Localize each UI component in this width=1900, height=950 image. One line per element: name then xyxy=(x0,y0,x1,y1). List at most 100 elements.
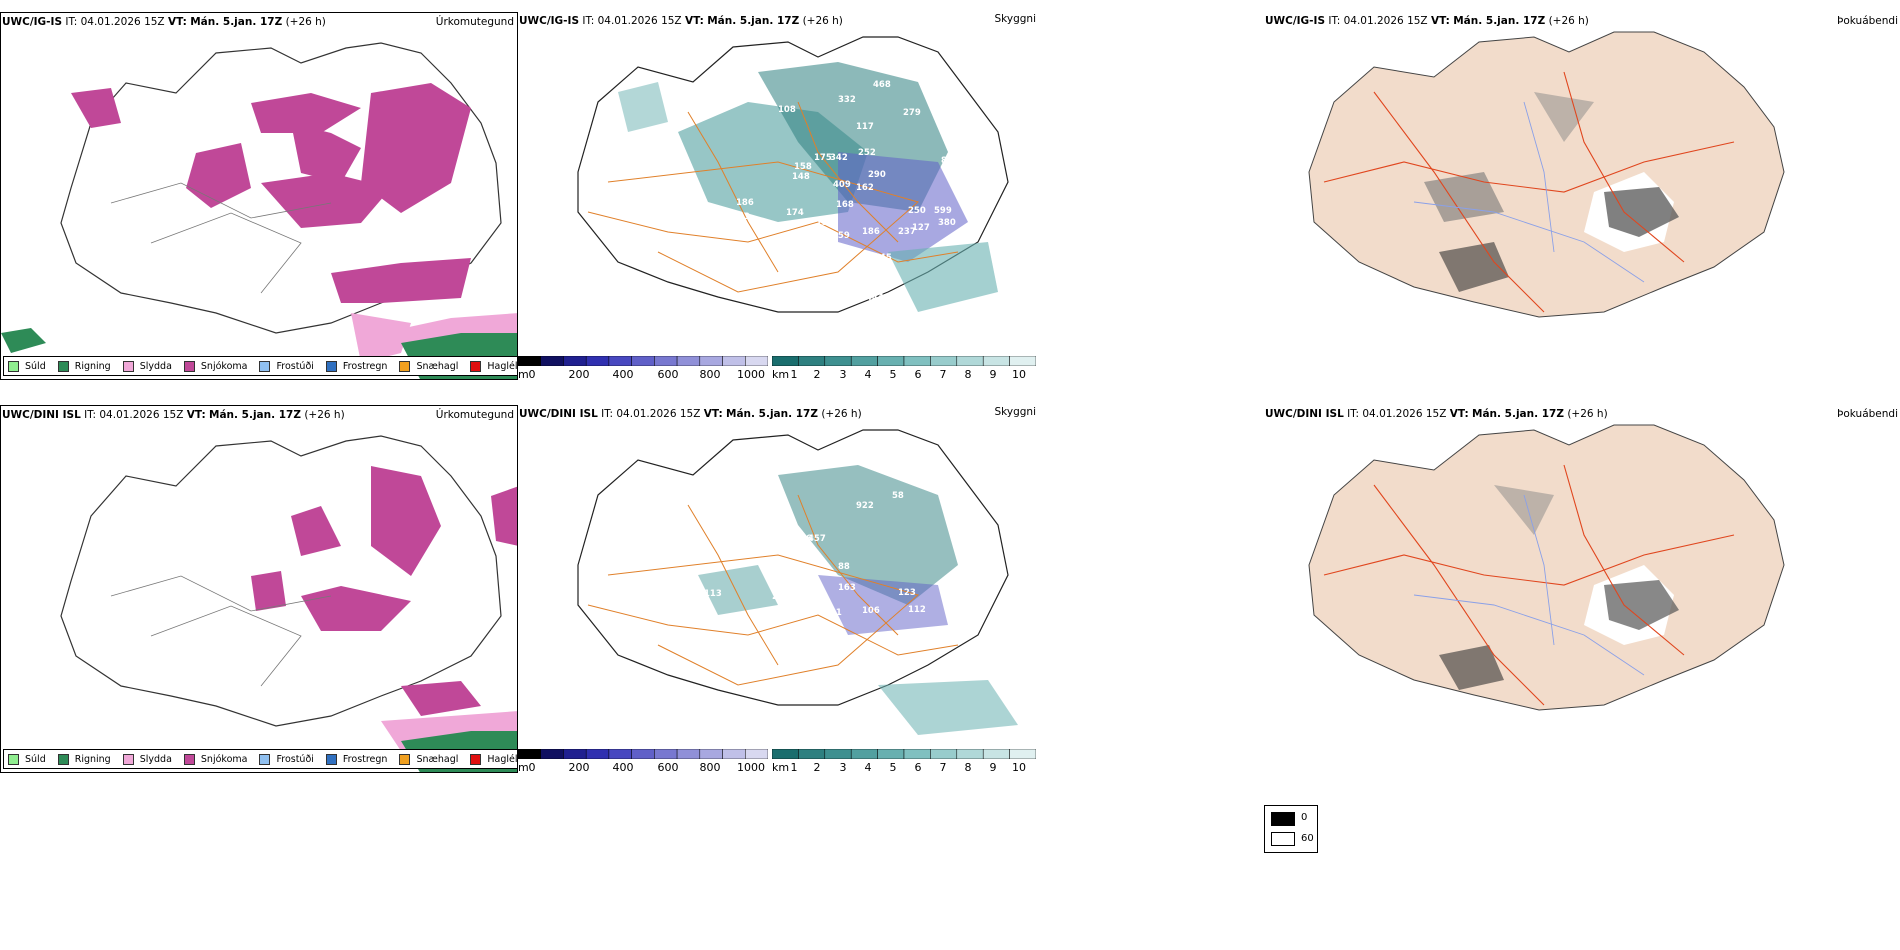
colorbar-swatch xyxy=(631,356,655,366)
legend-swatch xyxy=(183,753,195,765)
colorbar-swatch xyxy=(772,356,799,366)
height-label: 444 xyxy=(866,293,884,303)
colorbar-tick: 7 xyxy=(939,761,947,773)
colorbar-tick: 400 xyxy=(612,761,634,773)
colorbar-tick: 1 xyxy=(790,761,798,773)
height-label: 237 xyxy=(898,227,916,237)
colorbar-unit: m xyxy=(518,368,529,380)
colorbar-tick: 200 xyxy=(568,761,590,773)
height-label: 316 xyxy=(810,602,828,612)
legend-item: Snæhagl xyxy=(399,360,458,372)
colorbar-swatch xyxy=(930,356,958,366)
height-label: 158 xyxy=(794,162,812,172)
cloud-map-1: 108 332 468 548 677 279 252 290 162 409 … xyxy=(577,36,1009,313)
legend-swatch xyxy=(399,753,411,765)
precip-map-2 xyxy=(60,435,517,772)
colorbar-swatch xyxy=(699,749,723,759)
height-label: 259 xyxy=(832,231,850,241)
height-label: 279 xyxy=(903,108,921,118)
fog-swatch-low xyxy=(1271,832,1295,846)
colorbar-tick: 1000 xyxy=(737,761,765,773)
colorbar-tick: 200 xyxy=(568,368,590,380)
precip-panel-1: UWC/IG-IS IT: 04.01.2026 15Z VT: Mán. 5.… xyxy=(0,12,518,380)
legend-swatch xyxy=(57,360,69,372)
colorbar-tick: 4 xyxy=(864,368,872,380)
height-label: 216 xyxy=(968,525,986,535)
colorbar-tick: 8 xyxy=(964,368,972,380)
colorbar-tick: 3 xyxy=(839,368,847,380)
cloud-panel-2: 922 58 165 216 356 457 470 126 88 163 10… xyxy=(518,405,1038,773)
height-label: 123 xyxy=(898,588,916,598)
height-label: 286 xyxy=(977,163,995,173)
colorbar-swatch xyxy=(654,749,678,759)
panel-title: UWC/DINI ISL IT: 04.01.2026 15Z VT: Mán.… xyxy=(1265,408,1608,420)
legend-swatch xyxy=(8,753,19,765)
panel-type-label: Þokuábendi xyxy=(1837,15,1898,27)
colorbar-tick: 600 xyxy=(657,368,679,380)
fog-map-1 xyxy=(1308,31,1785,318)
height-label: 108 xyxy=(778,105,796,115)
height-label: 457 xyxy=(808,534,826,544)
colorbar-tick: 0 xyxy=(528,368,536,380)
legend-swatch xyxy=(57,753,69,765)
fog-map-2 xyxy=(1308,424,1785,711)
colorbar-swatch xyxy=(676,749,701,759)
legend-item: Rigning xyxy=(57,753,111,765)
panel-title: UWC/IG-IS IT: 04.01.2026 15Z VT: Mán. 5.… xyxy=(2,16,326,28)
colorbar-swatch xyxy=(903,749,931,759)
legend-item: Frostúði xyxy=(259,753,314,765)
legend-swatch xyxy=(183,360,195,372)
height-label: 407 xyxy=(964,151,982,161)
colorbar-swatch xyxy=(877,749,905,759)
height-label: 186 xyxy=(862,227,880,237)
height-label: 356 xyxy=(794,534,812,544)
height-label: 468 xyxy=(873,80,891,90)
precip-legend: Súld Rigning Slydda Snjókoma Frostúði Fr… xyxy=(3,356,517,376)
legend-item: Súld xyxy=(8,360,46,372)
colorbar-tick: 5 xyxy=(889,368,897,380)
colorbar-swatch xyxy=(722,356,746,366)
iceland-outline xyxy=(60,42,502,334)
colorbar-tick: 10 xyxy=(1012,368,1026,380)
legend-swatch xyxy=(325,360,337,372)
colorbar-swatch xyxy=(585,356,610,366)
height-label: 168 xyxy=(836,200,854,210)
height-label: 175 xyxy=(814,153,832,163)
legend-item: Slydda xyxy=(122,753,172,765)
height-label: 283 xyxy=(968,172,986,182)
legend-swatch xyxy=(325,753,337,765)
cloud-map-2: 922 58 165 216 356 457 470 126 88 163 10… xyxy=(577,429,1018,735)
fog-legend-low: 60 xyxy=(1301,833,1314,844)
height-label: 174 xyxy=(786,208,804,218)
colorbar-swatch xyxy=(798,356,826,366)
colorbar-swatch xyxy=(745,749,768,759)
height-label: 148 xyxy=(792,172,810,182)
height-label: 186 xyxy=(736,198,754,208)
visibility-colorbar-swatches xyxy=(772,356,1036,366)
colorbar-swatch xyxy=(563,749,587,759)
height-label: 409 xyxy=(833,180,851,190)
height-label: 290 xyxy=(868,170,886,180)
legend-item: Snjókoma xyxy=(183,753,247,765)
colorbar-tick: 6 xyxy=(914,368,922,380)
cloudbase-colorbar-swatches xyxy=(518,749,768,759)
colorbar-swatch xyxy=(798,749,826,759)
height-label: 599 xyxy=(934,206,952,216)
precip-panel-2: UWC/DINI ISL IT: 04.01.2026 15Z VT: Mán.… xyxy=(0,405,518,773)
cloudbase-colorbar: m 0 200 400 600 800 1000 xyxy=(518,749,768,773)
colorbar-swatch xyxy=(850,356,878,366)
colorbar-tick: 1 xyxy=(790,368,798,380)
colorbar-unit: m xyxy=(518,761,529,773)
height-label: 250 xyxy=(908,206,926,216)
colorbar-swatch xyxy=(982,749,1010,759)
fog-panel-2: UWC/DINI ISL IT: 04.01.2026 15Z VT: Mán.… xyxy=(1264,405,1900,773)
colorbar-swatch xyxy=(956,356,984,366)
colorbar-tick: 7 xyxy=(939,368,947,380)
legend-swatch xyxy=(470,360,482,372)
height-label: 88 xyxy=(838,562,850,572)
colorbar-tick: 0 xyxy=(528,761,536,773)
colorbar-swatch xyxy=(1009,356,1036,366)
cloudbase-colorbar: m 0 200 400 600 800 1000 xyxy=(518,356,768,380)
colorbar-swatch xyxy=(877,356,905,366)
height-label: 677 xyxy=(933,113,951,123)
